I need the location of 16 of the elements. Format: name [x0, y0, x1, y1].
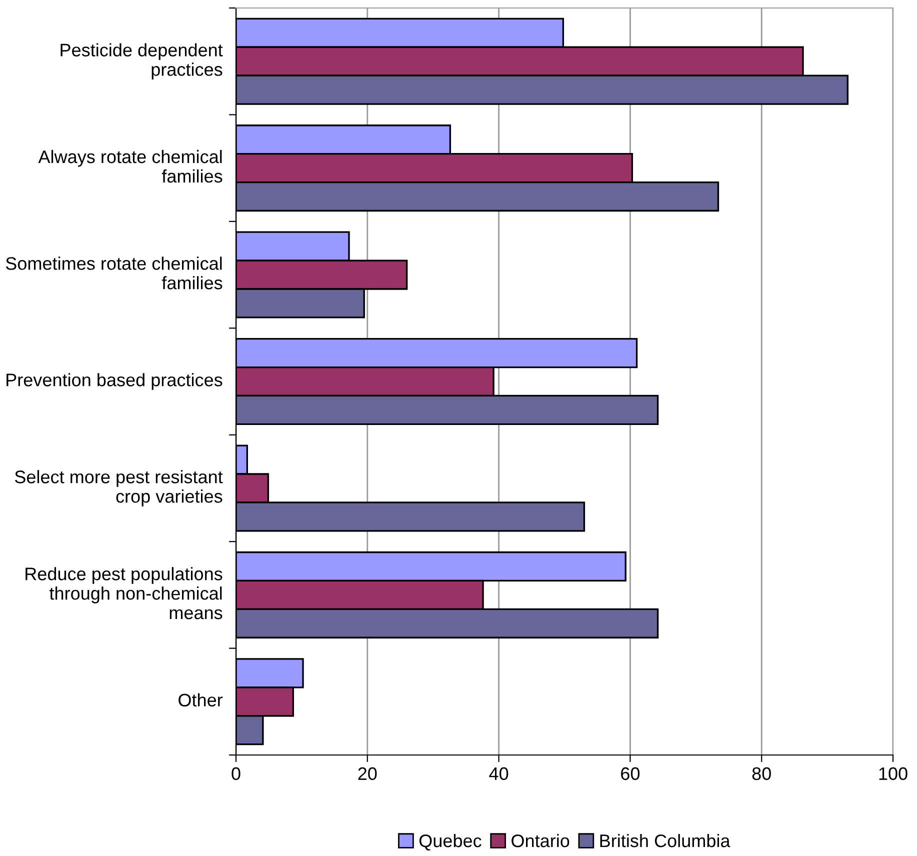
- x-tick-label: 60: [621, 767, 640, 780]
- y-tick-label: Other: [178, 693, 223, 706]
- x-tick-label: 20: [358, 767, 377, 780]
- y-tick-label: Select more pest resistant crop varieties: [14, 470, 223, 506]
- x-tick-label: 100: [879, 767, 908, 780]
- legend-label: Quebec: [419, 834, 482, 850]
- y-tick-label: Sometimes rotate chemical families: [6, 256, 222, 290]
- legend-label: British Columbia: [600, 834, 730, 848]
- y-tick-label: Always rotate chemical families: [38, 150, 222, 183]
- y-tick-label: Pesticide dependent practices: [60, 43, 223, 80]
- y-tick-label: Prevention based practices: [6, 373, 222, 390]
- y-tick-label: Reduce pest populations through non-chemical means: [26, 567, 222, 620]
- x-tick-label: 40: [489, 767, 508, 780]
- x-tick-label: 0: [232, 767, 240, 780]
- legend-label: Ontario: [512, 834, 570, 848]
- x-tick-label: 80: [752, 767, 771, 780]
